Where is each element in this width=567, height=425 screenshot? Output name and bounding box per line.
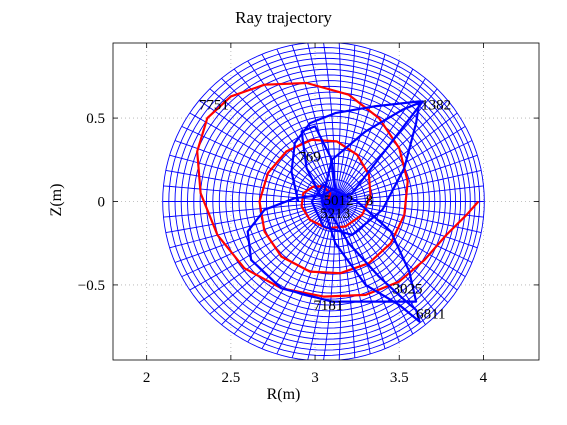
point-annotation: 5012: [323, 193, 353, 209]
poloidal-line: [209, 201, 336, 315]
y-tick-label: −0.5: [78, 278, 105, 294]
poloidal-line: [335, 185, 484, 202]
poloidal-line: [334, 43, 341, 202]
point-annotation: 769: [298, 149, 321, 165]
poloidal-line: [334, 48, 371, 202]
poloidal-line: [335, 169, 482, 202]
chart-title: Ray trajectory: [235, 8, 332, 27]
point-annotation: 6811: [416, 306, 445, 322]
poloidal-line: [335, 201, 478, 249]
poloidal-line: [335, 201, 482, 234]
y-tick-label: 0.5: [86, 111, 105, 127]
y-tick-label: 0: [98, 195, 106, 211]
poloidal-line: [335, 154, 478, 202]
x-tick-label: 3: [311, 370, 319, 386]
poloidal-line: [261, 54, 336, 202]
poloidal-line: [163, 185, 336, 202]
point-annotation: 1382: [421, 98, 451, 114]
poloidal-line: [198, 201, 336, 303]
poloidal-line: [233, 68, 336, 202]
poloidal-line: [181, 201, 336, 278]
x-tick-label: 2.5: [221, 370, 240, 386]
poloidal-line: [209, 88, 336, 202]
point-annotation: 8: [366, 193, 374, 209]
poloidal-line: [307, 43, 336, 202]
poloidal-line: [335, 100, 449, 202]
poloidal-line: [335, 201, 458, 291]
x-tick-label: 2: [143, 370, 151, 386]
poloidal-line: [169, 201, 336, 249]
poloidal-line: [334, 45, 356, 202]
point-annotation: 7181: [313, 298, 343, 314]
poloidal-line: [334, 78, 426, 202]
poloidal-line: [335, 201, 466, 277]
x-tick-label: 3.5: [390, 370, 409, 386]
poloidal-line: [233, 201, 336, 335]
poloidal-line: [334, 68, 414, 202]
poloidal-line: [174, 201, 336, 263]
poloidal-line: [221, 77, 336, 202]
x-axis-label: R(m): [266, 386, 301, 403]
poloidal-line: [165, 201, 336, 234]
poloidal-line: [174, 140, 336, 202]
point-annotation: 7751: [199, 98, 229, 114]
poloidal-line: [323, 43, 336, 202]
poloidal-line: [334, 54, 386, 202]
flux-mesh: [162, 43, 485, 360]
point-annotation: 5213: [320, 206, 350, 222]
x-tick-label: 4: [480, 370, 488, 386]
point-annotation: 3025: [393, 281, 423, 297]
poloidal-line: [189, 201, 336, 291]
poloidal-line: [291, 45, 336, 202]
poloidal-line: [334, 60, 400, 202]
poloidal-line: [335, 201, 473, 263]
ray-series-2: [246, 100, 424, 323]
poloidal-line: [163, 201, 336, 218]
poloidal-line: [335, 140, 473, 202]
poloidal-line: [221, 201, 336, 326]
